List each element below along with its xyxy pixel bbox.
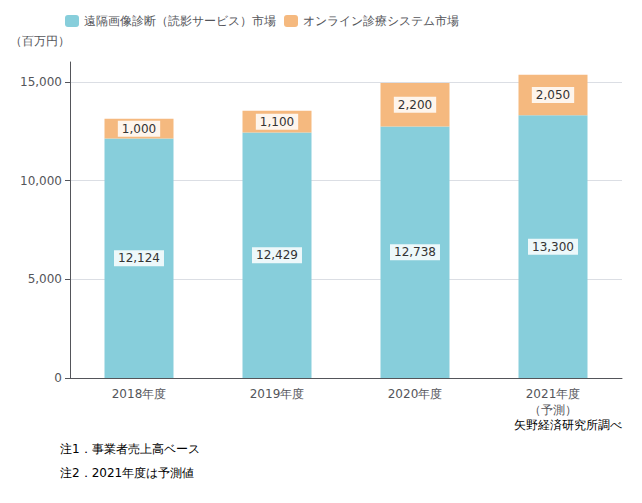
svg-text:13,300: 13,300 xyxy=(532,240,574,254)
svg-text:遠隔画像診断（読影サービス）市場: 遠隔画像診断（読影サービス）市場 xyxy=(84,14,276,28)
svg-text:5,000: 5,000 xyxy=(28,272,62,286)
svg-text:2019年度: 2019年度 xyxy=(250,387,305,401)
svg-text:オンライン診療システム市場: オンライン診療システム市場 xyxy=(303,14,459,28)
svg-text:12,738: 12,738 xyxy=(394,245,436,259)
svg-text:矢野経済研究所調べ: 矢野経済研究所調べ xyxy=(514,418,622,432)
svg-text:1,100: 1,100 xyxy=(260,115,294,129)
svg-text:12,124: 12,124 xyxy=(118,251,160,265)
svg-text:0: 0 xyxy=(54,371,62,385)
svg-text:12,429: 12,429 xyxy=(256,248,298,262)
svg-text:（百万円）: （百万円） xyxy=(10,34,70,48)
svg-text:注2．2021年度は予測値: 注2．2021年度は予測値 xyxy=(60,466,194,480)
svg-text:（予測）: （予測） xyxy=(529,403,577,417)
svg-text:2,050: 2,050 xyxy=(536,88,570,102)
svg-text:2020年度: 2020年度 xyxy=(388,387,443,401)
svg-text:10,000: 10,000 xyxy=(20,174,62,188)
svg-text:注1．事業者売上高ベース: 注1．事業者売上高ベース xyxy=(60,442,200,456)
svg-text:2018年度: 2018年度 xyxy=(112,387,167,401)
svg-text:2,200: 2,200 xyxy=(398,98,432,112)
svg-text:15,000: 15,000 xyxy=(20,75,62,89)
svg-text:1,000: 1,000 xyxy=(122,122,156,136)
svg-text:2021年度: 2021年度 xyxy=(526,387,581,401)
